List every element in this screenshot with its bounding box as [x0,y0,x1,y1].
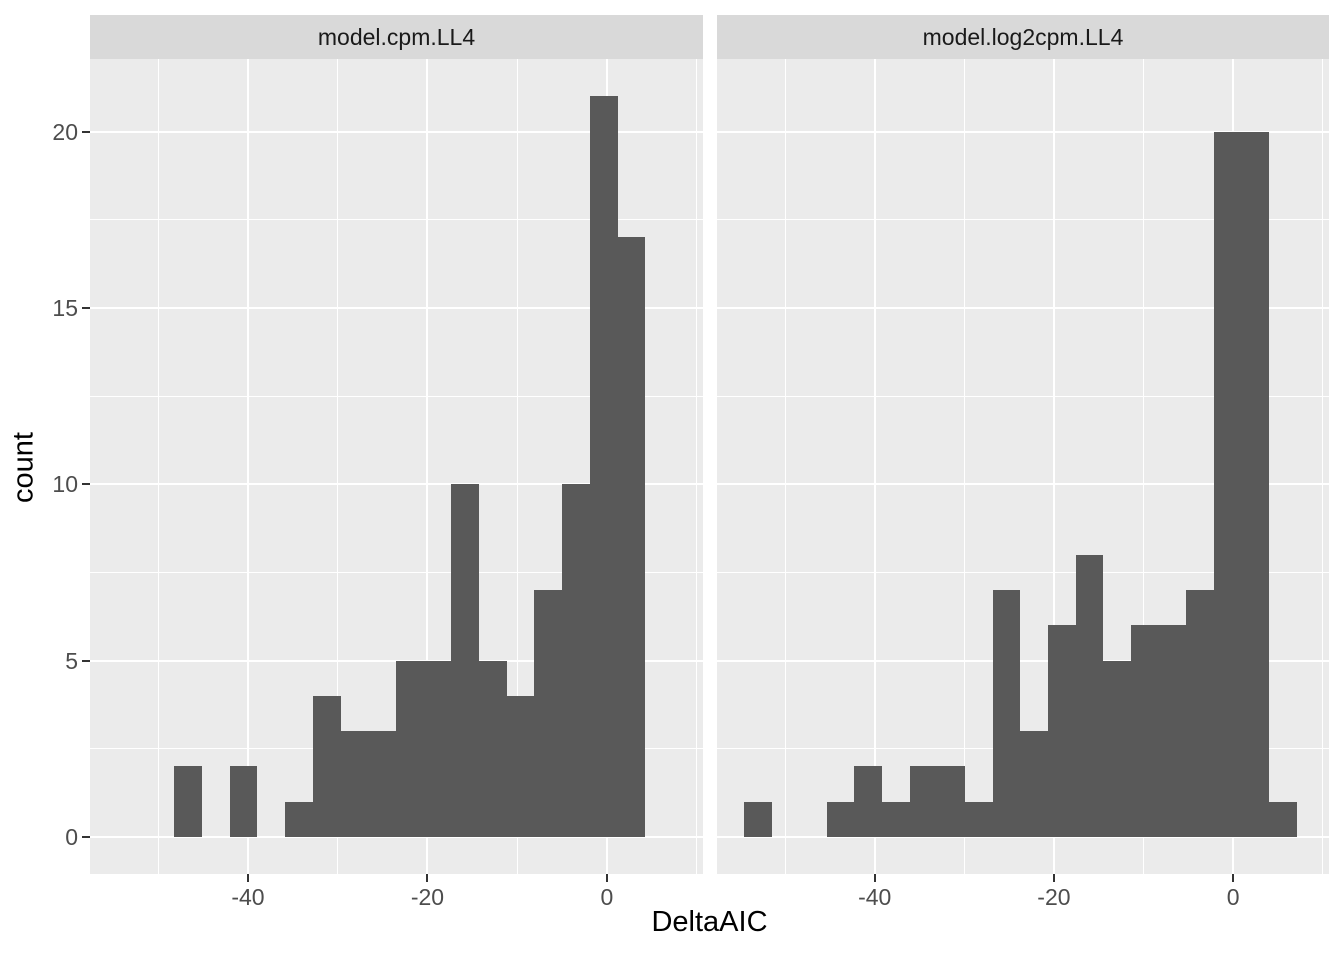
histogram-bar [534,590,563,837]
histogram-bar [937,766,966,837]
histogram-bar [506,695,535,837]
y-tick-label: 5 [65,647,78,674]
histogram-bar [229,766,258,837]
facet-strip-left: model.cpm.LL4 [90,15,703,59]
gridline-major-h [90,306,703,309]
histogram-bar [423,660,452,837]
gridline-major-h [717,306,1329,309]
y-tick-mark [82,835,90,838]
x-tick-label: -40 [231,884,265,910]
gridline-minor-h [717,571,1329,573]
gridline-minor-v [784,59,786,874]
histogram-bar [965,801,993,837]
histogram-bar [1241,131,1270,837]
gridline-minor-v [157,59,159,874]
histogram-bar [1048,625,1076,837]
gridline-minor-h [717,219,1329,221]
histogram-bar [312,695,341,837]
gridline-major-h [717,130,1329,133]
histogram-bar [1103,660,1131,837]
facet-strip-right-label: model.log2cpm.LL4 [922,23,1124,50]
gridline-major-v [1052,59,1055,874]
x-axis-title: DeltaAIC [651,906,768,938]
histogram-bar [1186,590,1214,837]
histogram-bar [992,590,1021,837]
x-tick-mark [605,874,608,882]
gridline-major-h [717,659,1329,662]
x-tick-mark [873,874,876,882]
histogram-bar [174,766,203,837]
x-tick-mark [246,874,249,882]
gridline-minor-v [1322,59,1324,874]
gridline-minor-h [90,395,703,397]
gridline-major-h [90,483,703,486]
x-tick-label: -20 [1037,884,1071,910]
histogram-bar [617,237,646,837]
facet-strip-right: model.log2cpm.LL4 [717,15,1329,59]
histogram-bar [1020,731,1049,837]
y-tick-label: 20 [52,118,78,145]
histogram-bar [395,660,424,837]
gridline-major-h [717,483,1329,486]
y-tick-label: 10 [52,471,78,498]
x-tick-label: 0 [600,884,614,910]
gridline-minor-h [90,571,703,573]
histogram-bar [826,801,855,837]
y-tick-mark [82,659,90,662]
histogram-bar [562,484,590,837]
x-tick-label: -20 [410,884,445,910]
facet-panel-right [717,59,1329,874]
y-tick-label: 0 [65,823,78,850]
y-tick-mark [82,130,90,133]
x-tick-label: -40 [858,884,892,910]
gridline-minor-h [717,395,1329,397]
histogram-bar [479,660,507,837]
facet-panel-left [90,59,703,874]
x-tick-mark [426,874,429,882]
histogram-bar [854,766,883,837]
x-tick-mark [1052,874,1055,882]
y-axis-title: count [7,432,40,503]
histogram-bar [1213,131,1242,837]
histogram-bar [1158,625,1187,837]
x-tick-mark [1232,874,1235,882]
x-tick-label: 0 [1226,884,1240,910]
histogram-bar [1131,625,1159,837]
histogram-bar [1075,554,1104,837]
gridline-minor-v [696,59,698,874]
gridline-minor-v [1143,59,1145,874]
histogram-bar [743,801,772,837]
gridline-minor-v [516,59,518,874]
histogram-bar [589,96,618,837]
gridline-major-v [246,59,249,874]
histogram-bar [368,731,396,837]
facet-strip-left-label: model.cpm.LL4 [317,23,476,50]
gridline-major-h [90,130,703,133]
gridline-minor-v [337,59,339,874]
gridline-minor-h [90,219,703,221]
y-tick-mark [82,483,90,486]
histogram-bar [882,801,910,837]
gridline-major-h [717,835,1329,838]
gridline-minor-v [963,59,965,874]
gridline-major-v [426,59,429,874]
histogram-bar [340,731,369,837]
y-tick-label: 15 [52,294,78,321]
y-tick-mark [82,306,90,309]
histogram-bar [451,484,480,837]
histogram-bar [285,801,313,837]
gridline-major-v [873,59,876,874]
histogram-bar [909,766,938,837]
gridline-major-h [90,835,703,838]
histogram-bar [1269,801,1297,837]
